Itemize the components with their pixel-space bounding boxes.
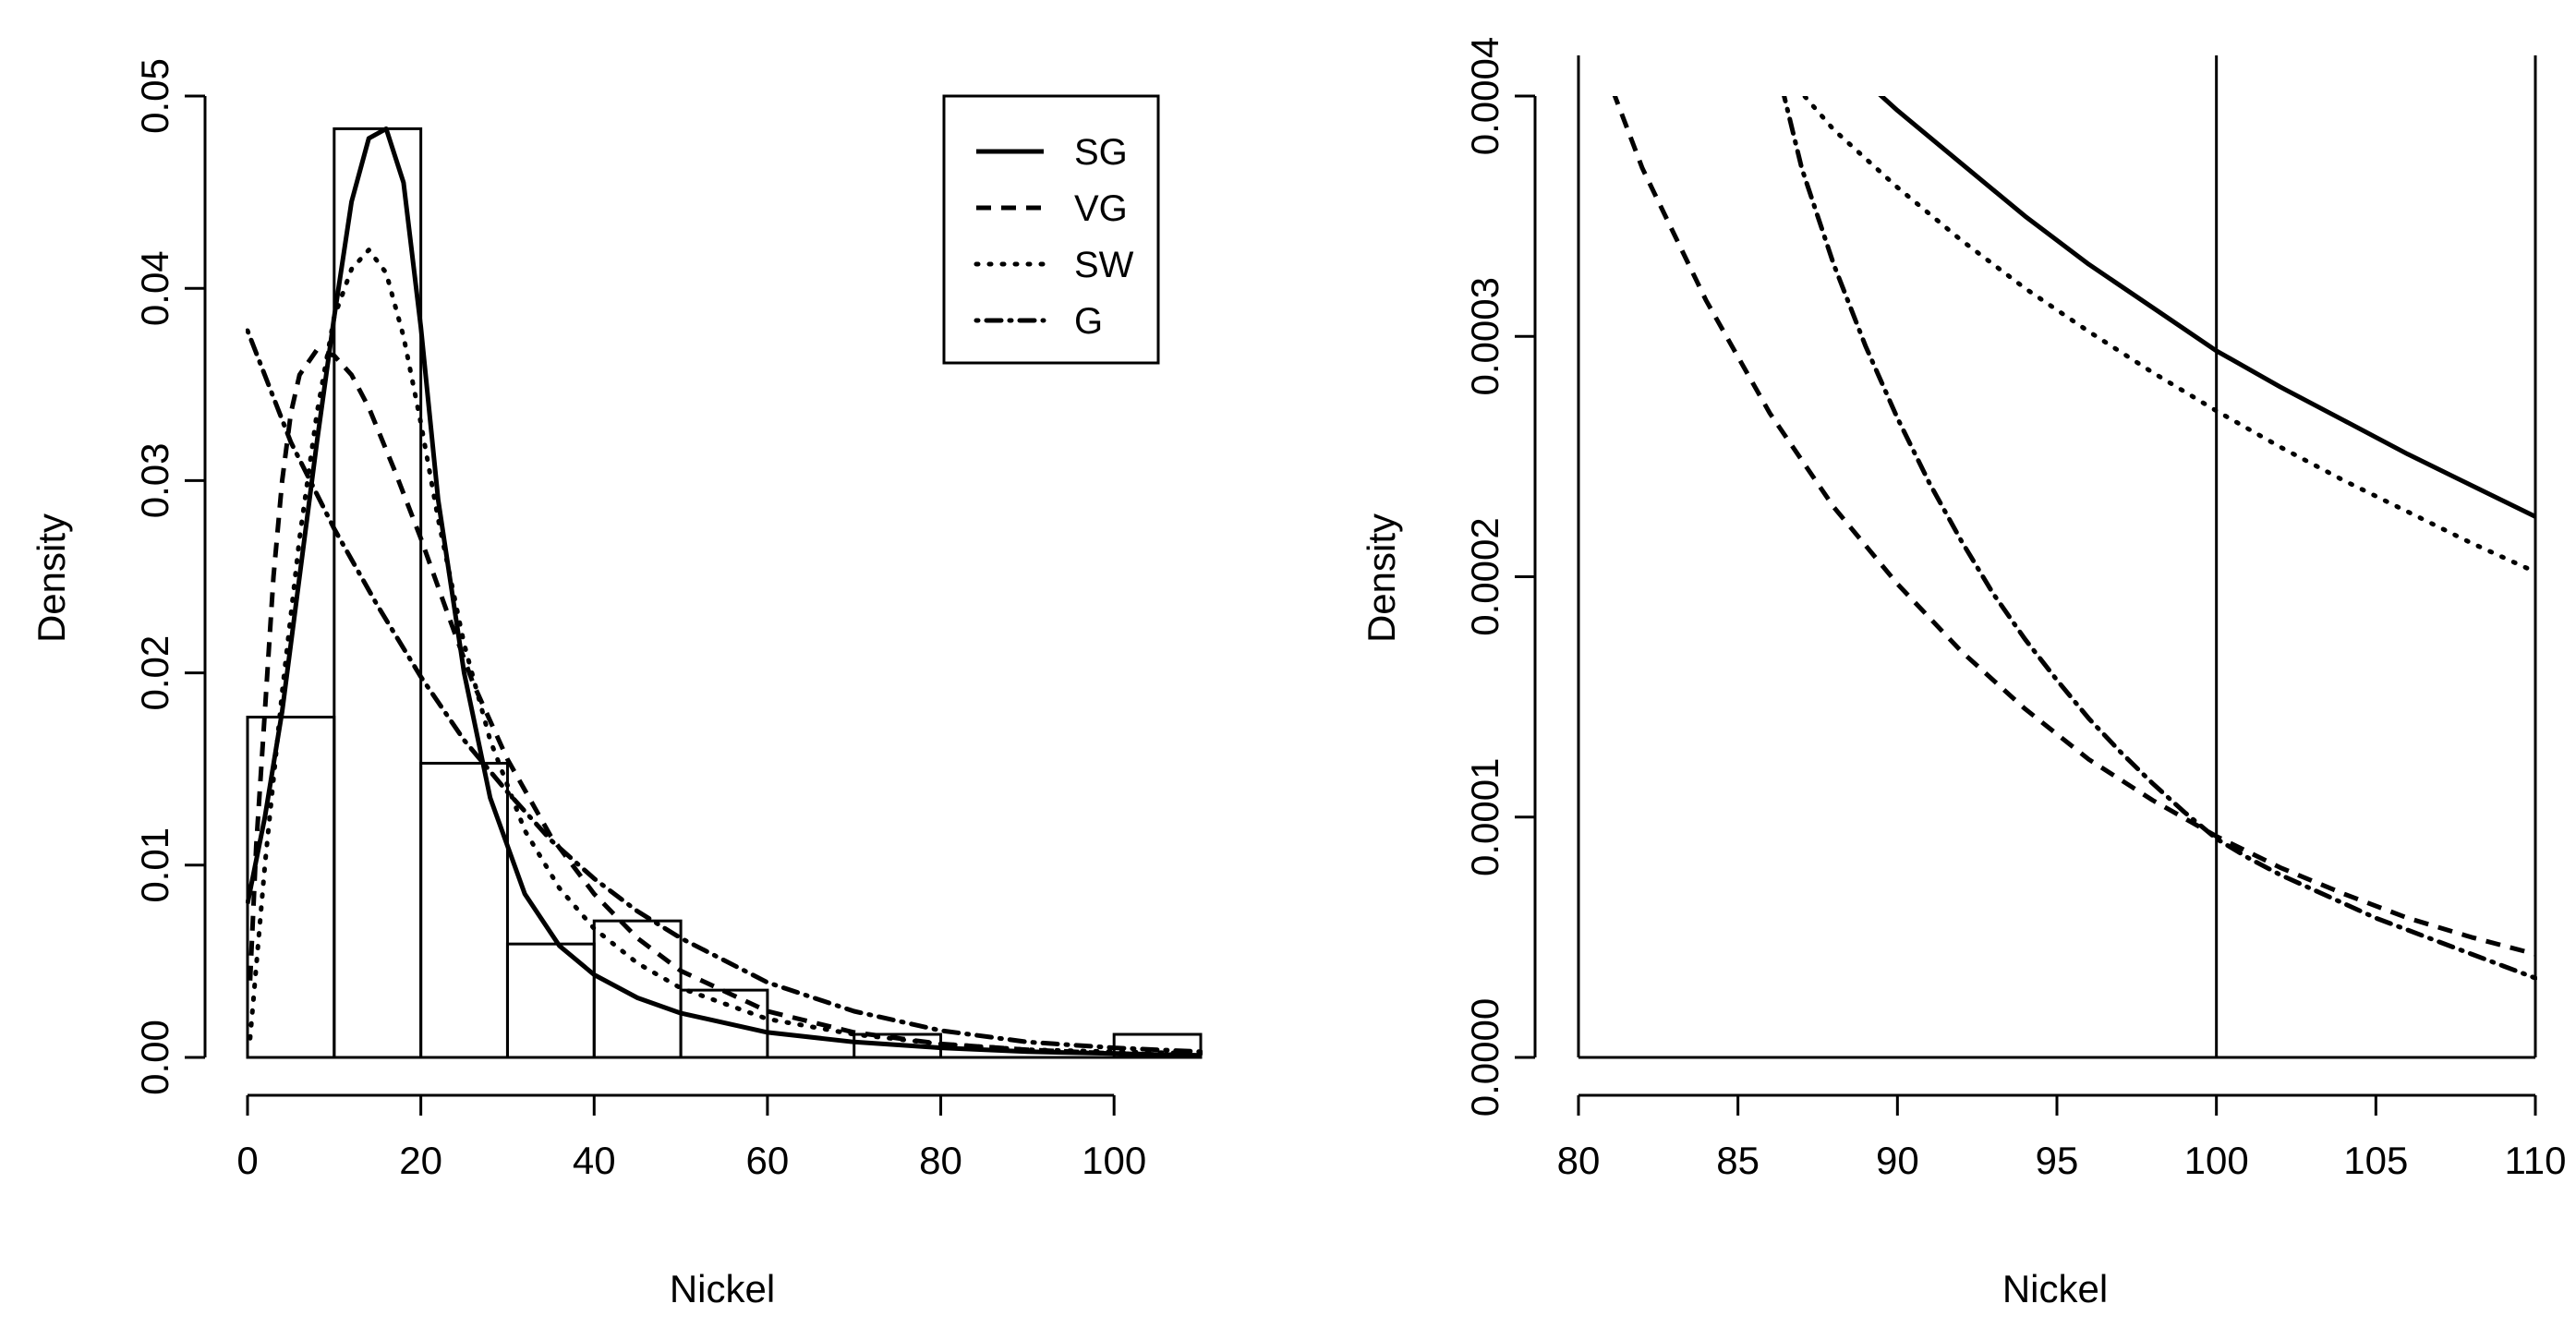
y-tick-label: 0.04 — [133, 250, 176, 326]
left-histogram-bars — [246, 127, 1203, 1059]
left-y-axis: 0.00 0.01 0.02 0.03 0.04 0.05 — [133, 58, 207, 1095]
density-curve-sg — [246, 126, 1202, 1057]
right-x-axis: 80 85 90 95 100 105 110 — [1557, 1093, 2567, 1182]
x-tick-label: 110 — [2505, 1139, 2567, 1182]
x-tick-label: 0 — [236, 1139, 258, 1182]
legend-box — [942, 94, 1160, 365]
x-tick-label: 60 — [746, 1139, 790, 1182]
y-tick-label: 0.0000 — [1463, 998, 1506, 1117]
x-tick-label: 95 — [2036, 1139, 2079, 1182]
legend-entry-sg: SG — [976, 132, 1128, 173]
legend-entry-sw: SW — [974, 245, 1134, 285]
y-tick-label: 0.02 — [133, 635, 176, 711]
x-tick-label: 40 — [573, 1139, 616, 1182]
legend: SG VG SW G — [942, 94, 1160, 365]
x-tick-label: 20 — [399, 1139, 442, 1182]
y-tick-label: 0.01 — [133, 827, 176, 903]
left-density-curves — [246, 126, 1203, 1057]
y-tick-label: 0.0002 — [1463, 517, 1506, 635]
x-tick-label: 100 — [1082, 1139, 1146, 1182]
left-y-axis-title: Density — [30, 513, 73, 643]
legend-label-sg: SG — [1074, 132, 1128, 173]
density-curve-vg — [1612, 96, 2536, 957]
y-tick-label: 0.03 — [133, 443, 176, 519]
x-tick-label: 100 — [2184, 1139, 2249, 1182]
y-tick-label: 0.0004 — [1463, 37, 1506, 155]
x-tick-label: 90 — [1876, 1139, 1919, 1182]
legend-entry-g: G — [974, 301, 1103, 342]
legend-label-vg: VG — [1074, 188, 1128, 229]
density-curve-sg — [1878, 96, 2537, 519]
legend-label-g: G — [1074, 301, 1103, 342]
left-x-axis: 0 20 40 60 80 100 — [236, 1093, 1146, 1182]
x-tick-label: 80 — [1557, 1139, 1601, 1182]
y-tick-label: 0.05 — [133, 58, 176, 134]
y-tick-label: 0.0003 — [1463, 277, 1506, 395]
legend-entry-vg: VG — [976, 188, 1128, 229]
right-y-axis-title: Density — [1360, 513, 1403, 643]
y-tick-label: 0.0001 — [1463, 758, 1506, 876]
density-curve-g — [1782, 96, 2537, 981]
y-tick-label: 0.00 — [133, 1020, 176, 1095]
right-x-axis-title: Nickel — [2002, 1267, 2108, 1310]
legend-label-sw: SW — [1074, 245, 1134, 285]
x-tick-label: 85 — [1716, 1139, 1760, 1182]
density-curve-sw — [248, 247, 1203, 1056]
density-curve-vg — [248, 347, 1202, 1057]
x-tick-label: 80 — [919, 1139, 962, 1182]
density-curve-g — [246, 328, 1203, 1055]
x-tick-label: 105 — [2343, 1139, 2408, 1182]
density-curve-sw — [1801, 96, 2537, 574]
left-panel: 0 20 40 60 80 100 0.00 0.01 0.02 0.03 0.04 0.05 Ni… — [30, 58, 1203, 1310]
left-x-axis-title: Nickel — [670, 1267, 775, 1310]
right-panel: 80 85 90 95 100 105 110 0.00000.00010.00020.00… — [1360, 37, 2566, 1310]
right-density-curves — [1612, 96, 2537, 981]
right-y-axis: 0.0000 0.0001 0.0002 0.0003 0.0004 — [1463, 37, 1537, 1117]
right-reference-lines — [1577, 55, 2537, 1059]
